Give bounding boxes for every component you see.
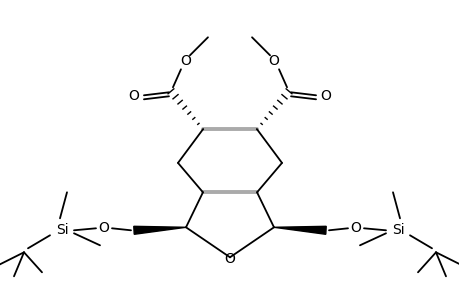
Text: O: O (180, 54, 191, 68)
Text: O: O (224, 252, 235, 266)
Polygon shape (274, 226, 325, 234)
Text: Si: Si (56, 223, 68, 237)
Text: O: O (320, 89, 331, 103)
Polygon shape (134, 226, 185, 234)
Text: O: O (350, 221, 361, 235)
Text: Si: Si (391, 223, 403, 237)
Text: O: O (268, 54, 279, 68)
Text: O: O (98, 221, 109, 235)
Text: O: O (128, 89, 139, 103)
